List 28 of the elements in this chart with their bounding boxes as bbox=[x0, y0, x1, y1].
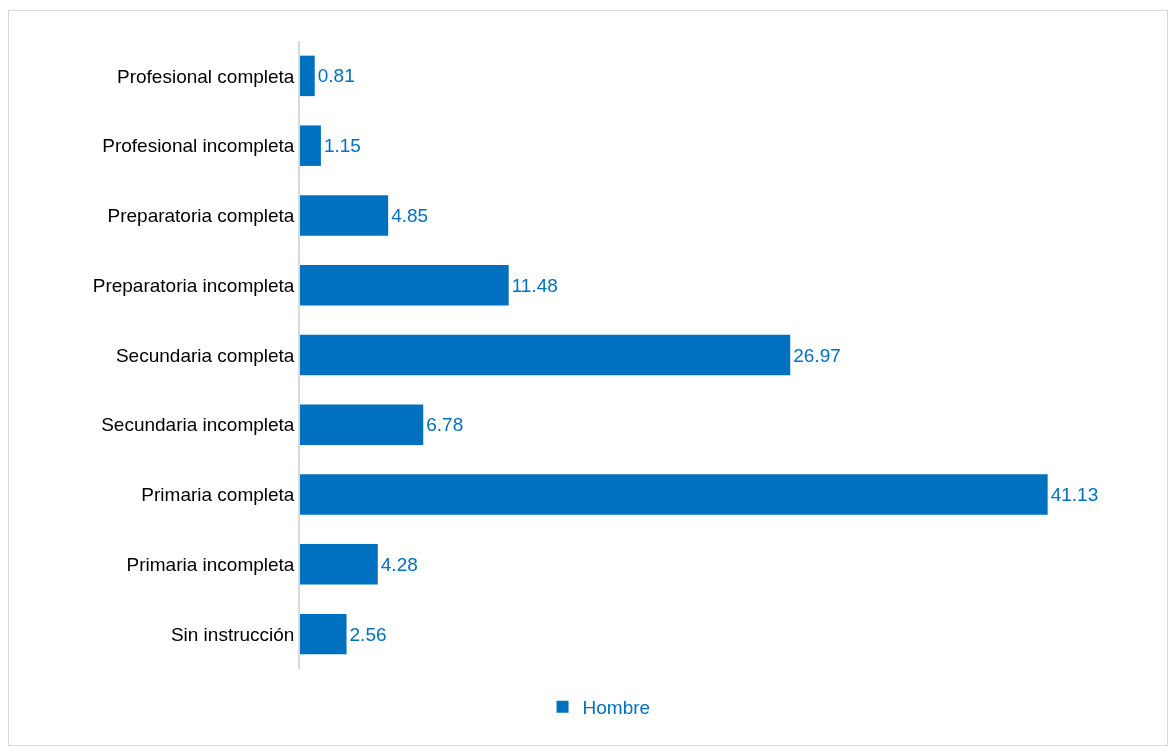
y-tick-label: Preparatoria completa bbox=[107, 205, 295, 227]
y-tick-label: Secundaria incompleta bbox=[101, 414, 295, 436]
data-label: 0.81 bbox=[317, 65, 355, 87]
bar bbox=[300, 264, 509, 306]
y-tick-label: Secundaria completa bbox=[115, 344, 295, 366]
y-tick-label: Profesional completa bbox=[117, 65, 295, 87]
bar bbox=[300, 195, 389, 236]
bar bbox=[300, 474, 1048, 515]
data-label: 2.56 bbox=[349, 623, 387, 645]
data-label: 11.48 bbox=[511, 274, 558, 296]
data-label: 1.15 bbox=[323, 135, 361, 157]
data-label: 4.28 bbox=[380, 553, 418, 575]
y-tick-label: Primaria completa bbox=[141, 484, 295, 506]
bar bbox=[300, 125, 321, 166]
y-tick-label: Profesional incompleta bbox=[102, 135, 295, 157]
bar bbox=[300, 334, 791, 376]
bar bbox=[300, 613, 347, 655]
bar bbox=[300, 544, 378, 585]
data-label: 4.85 bbox=[391, 204, 429, 226]
legend-label: Hombre bbox=[582, 697, 651, 719]
y-tick-label: Preparatoria incompleta bbox=[92, 274, 295, 296]
bar bbox=[300, 404, 424, 446]
bar bbox=[300, 55, 315, 97]
y-tick-label: Primaria incompleta bbox=[126, 553, 295, 575]
data-label: 41.13 bbox=[1050, 484, 1099, 506]
data-label: 26.97 bbox=[793, 344, 841, 366]
y-tick-label: Sin instrucción bbox=[170, 623, 295, 645]
data-label: 6.78 bbox=[426, 414, 464, 436]
